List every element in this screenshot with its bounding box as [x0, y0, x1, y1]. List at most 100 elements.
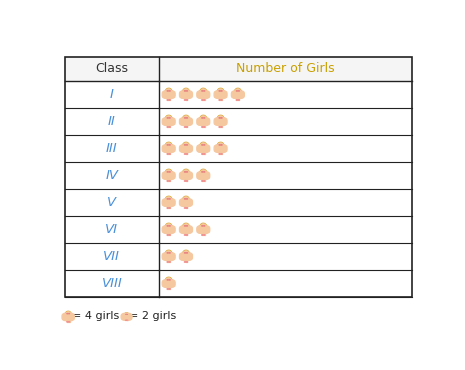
- Bar: [221, 125, 222, 127]
- Bar: [169, 260, 170, 262]
- FancyBboxPatch shape: [162, 199, 171, 206]
- Circle shape: [218, 143, 223, 147]
- Circle shape: [184, 224, 188, 228]
- Circle shape: [166, 90, 168, 92]
- Circle shape: [218, 116, 223, 120]
- Bar: [68, 315, 69, 316]
- Circle shape: [170, 144, 172, 146]
- Circle shape: [166, 170, 171, 174]
- FancyBboxPatch shape: [197, 118, 205, 125]
- Bar: [204, 98, 205, 100]
- FancyBboxPatch shape: [219, 145, 227, 152]
- FancyBboxPatch shape: [201, 226, 210, 233]
- Bar: [202, 152, 203, 154]
- FancyBboxPatch shape: [201, 118, 210, 125]
- FancyBboxPatch shape: [121, 313, 129, 320]
- Circle shape: [201, 224, 206, 228]
- Polygon shape: [166, 174, 171, 177]
- Circle shape: [183, 250, 189, 255]
- Circle shape: [239, 90, 241, 92]
- Text: II: II: [108, 115, 116, 128]
- Polygon shape: [166, 228, 171, 231]
- Polygon shape: [219, 93, 223, 96]
- Circle shape: [125, 313, 128, 316]
- Bar: [203, 227, 204, 228]
- Circle shape: [66, 312, 70, 315]
- Circle shape: [204, 225, 206, 227]
- Circle shape: [235, 88, 240, 92]
- Bar: [168, 200, 169, 201]
- Bar: [169, 152, 170, 154]
- Bar: [204, 125, 205, 127]
- FancyBboxPatch shape: [184, 145, 193, 152]
- FancyBboxPatch shape: [197, 226, 205, 233]
- Bar: [204, 152, 205, 154]
- Polygon shape: [166, 120, 171, 123]
- Polygon shape: [66, 318, 71, 320]
- Bar: [202, 98, 203, 100]
- Circle shape: [200, 225, 202, 227]
- Circle shape: [166, 279, 168, 281]
- Polygon shape: [219, 147, 223, 150]
- Polygon shape: [166, 96, 172, 98]
- Circle shape: [184, 116, 188, 120]
- FancyBboxPatch shape: [162, 145, 171, 152]
- Circle shape: [201, 143, 206, 147]
- Circle shape: [166, 250, 172, 255]
- Polygon shape: [184, 120, 188, 123]
- Polygon shape: [200, 231, 206, 233]
- Polygon shape: [184, 93, 188, 96]
- Bar: [185, 152, 186, 154]
- Polygon shape: [166, 93, 171, 96]
- Bar: [203, 146, 204, 147]
- Polygon shape: [166, 204, 172, 206]
- Bar: [168, 227, 169, 228]
- Polygon shape: [183, 123, 189, 125]
- FancyBboxPatch shape: [179, 145, 188, 152]
- Circle shape: [166, 88, 172, 92]
- Bar: [203, 92, 204, 93]
- Circle shape: [166, 89, 171, 93]
- Polygon shape: [184, 174, 188, 177]
- Bar: [185, 125, 186, 127]
- Polygon shape: [200, 150, 206, 152]
- Bar: [167, 206, 168, 208]
- Polygon shape: [166, 201, 171, 204]
- Circle shape: [201, 89, 206, 93]
- FancyBboxPatch shape: [201, 145, 210, 152]
- Polygon shape: [236, 93, 240, 96]
- Bar: [168, 92, 169, 93]
- Bar: [167, 260, 168, 262]
- Circle shape: [222, 144, 224, 146]
- Text: IV: IV: [106, 169, 119, 182]
- Bar: [169, 98, 170, 100]
- Bar: [202, 179, 203, 181]
- Polygon shape: [235, 96, 241, 98]
- Circle shape: [218, 115, 223, 120]
- Bar: [185, 206, 186, 208]
- Polygon shape: [218, 150, 223, 152]
- Polygon shape: [125, 317, 128, 319]
- Polygon shape: [166, 177, 172, 179]
- FancyBboxPatch shape: [201, 172, 210, 179]
- FancyBboxPatch shape: [179, 226, 188, 233]
- FancyBboxPatch shape: [124, 313, 132, 320]
- Circle shape: [166, 115, 172, 120]
- Polygon shape: [166, 231, 172, 233]
- Circle shape: [166, 251, 171, 255]
- Circle shape: [187, 198, 189, 200]
- Polygon shape: [166, 123, 172, 125]
- Bar: [168, 254, 169, 255]
- Circle shape: [204, 144, 206, 146]
- Polygon shape: [183, 177, 189, 179]
- Polygon shape: [200, 96, 206, 98]
- Circle shape: [166, 197, 171, 201]
- Circle shape: [166, 117, 168, 119]
- Circle shape: [217, 90, 219, 92]
- Bar: [168, 173, 169, 174]
- Bar: [169, 206, 170, 208]
- Circle shape: [200, 88, 206, 92]
- Bar: [186, 125, 187, 127]
- Bar: [167, 233, 168, 235]
- FancyBboxPatch shape: [162, 253, 171, 260]
